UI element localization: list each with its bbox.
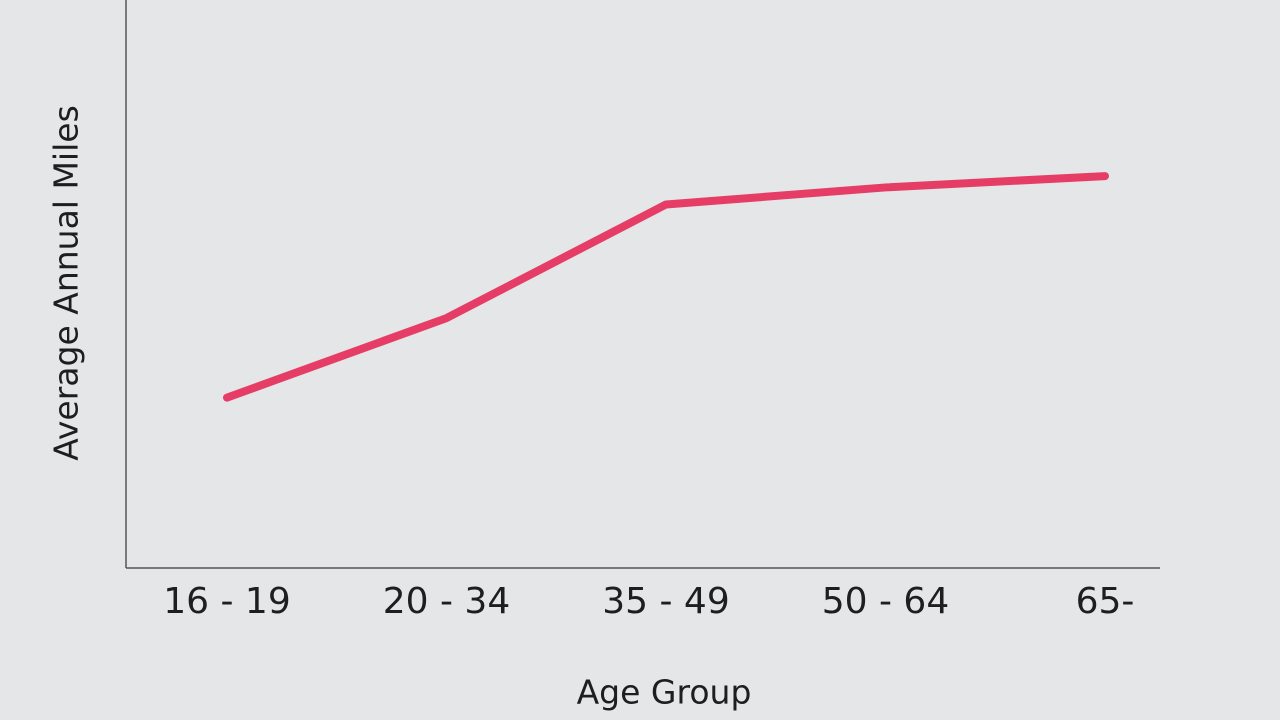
- y-axis-title: Average Annual Miles: [47, 105, 86, 461]
- x-axis-title: Age Group: [577, 673, 752, 712]
- x-tick-label: 50 - 64: [822, 581, 950, 622]
- x-tick-label: 20 - 34: [383, 581, 511, 622]
- x-tick-label: 65-: [1076, 581, 1135, 622]
- data-line: [223, 172, 1109, 402]
- x-tick-label: 16 - 19: [163, 581, 291, 622]
- x-tick-label: 35 - 49: [602, 581, 730, 622]
